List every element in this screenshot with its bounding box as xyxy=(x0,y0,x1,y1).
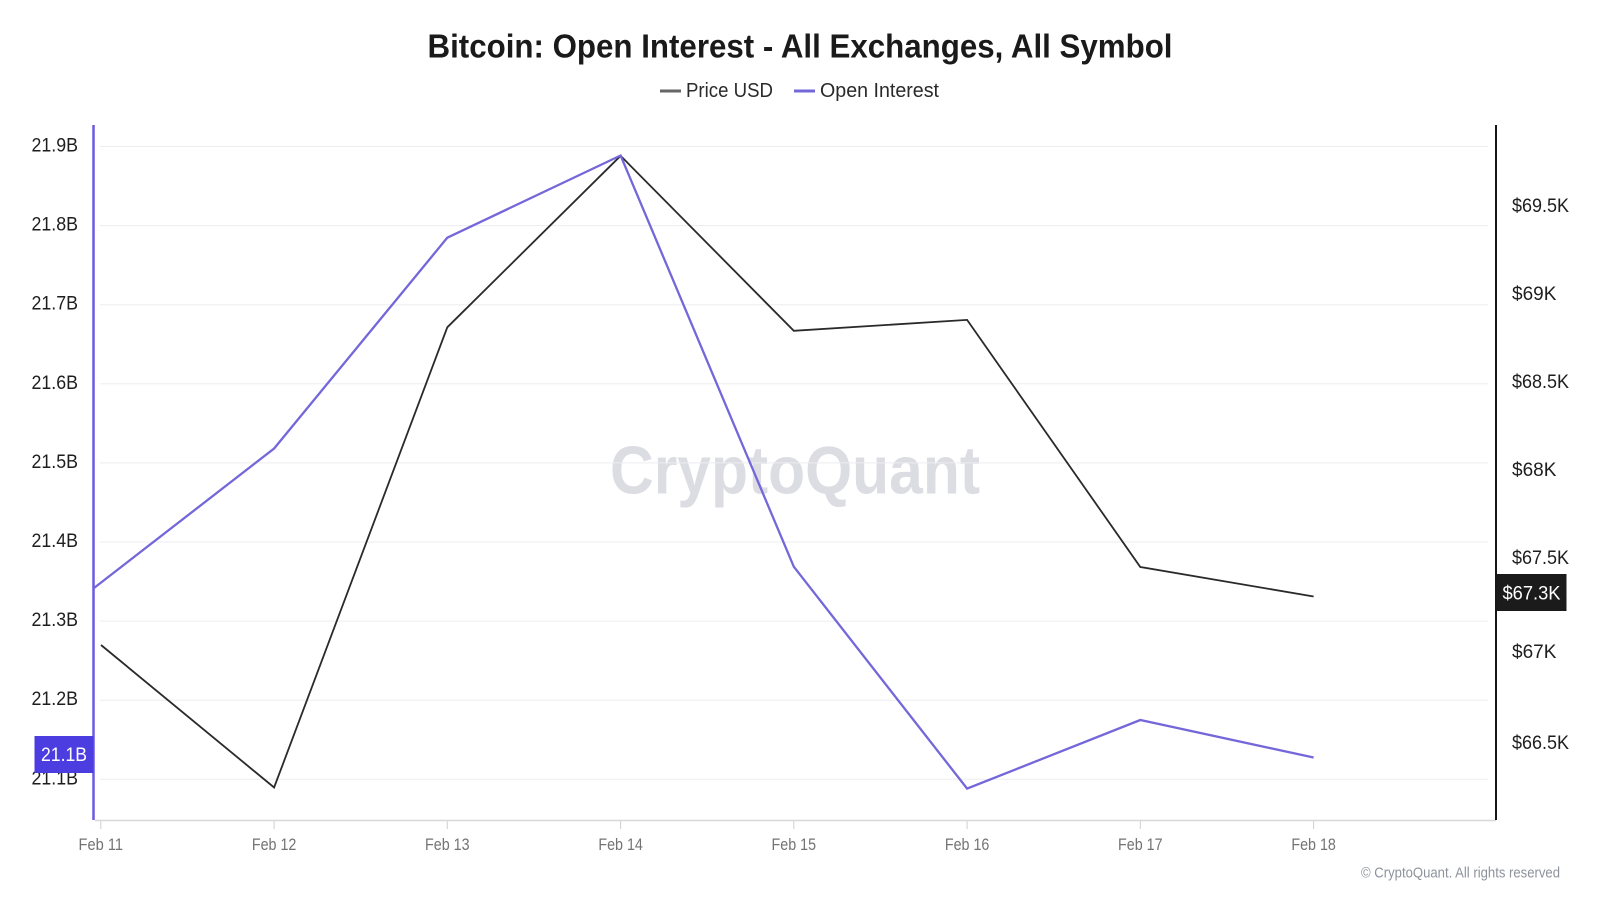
svg-text:$67K: $67K xyxy=(1512,642,1557,663)
svg-text:21.1B: 21.1B xyxy=(32,768,79,789)
svg-text:$68.5K: $68.5K xyxy=(1512,372,1569,393)
svg-text:21.9B: 21.9B xyxy=(32,136,79,157)
svg-text:Feb 11: Feb 11 xyxy=(79,836,124,854)
svg-text:CryptoQuant: CryptoQuant xyxy=(610,433,980,509)
svg-text:21.5B: 21.5B xyxy=(32,452,79,473)
svg-text:© CryptoQuant. All rights rese: © CryptoQuant. All rights reserved xyxy=(1361,866,1560,882)
svg-text:$67.5K: $67.5K xyxy=(1512,548,1569,569)
svg-text:Feb 14: Feb 14 xyxy=(598,836,643,854)
svg-text:Price USD: Price USD xyxy=(686,80,773,102)
svg-text:$67.3K: $67.3K xyxy=(1503,584,1561,605)
svg-text:Feb 18: Feb 18 xyxy=(1291,836,1336,854)
svg-text:21.1B: 21.1B xyxy=(41,745,87,766)
svg-text:Bitcoin: Open Interest - All E: Bitcoin: Open Interest - All Exchanges, … xyxy=(428,28,1173,65)
svg-text:21.4B: 21.4B xyxy=(32,531,79,552)
svg-text:21.7B: 21.7B xyxy=(32,294,79,315)
svg-text:Feb 12: Feb 12 xyxy=(252,836,297,854)
svg-text:Feb 16: Feb 16 xyxy=(945,836,990,854)
svg-text:21.6B: 21.6B xyxy=(32,373,79,394)
svg-text:21.3B: 21.3B xyxy=(32,610,79,631)
svg-text:21.8B: 21.8B xyxy=(32,215,79,236)
svg-text:$66.5K: $66.5K xyxy=(1512,733,1569,754)
svg-text:Feb 15: Feb 15 xyxy=(772,836,817,854)
svg-text:Open Interest: Open Interest xyxy=(820,80,939,102)
svg-text:$69K: $69K xyxy=(1512,284,1557,305)
svg-text:Feb 17: Feb 17 xyxy=(1118,836,1163,854)
svg-text:Feb 13: Feb 13 xyxy=(425,836,470,854)
svg-text:$69.5K: $69.5K xyxy=(1512,196,1569,217)
svg-text:$68K: $68K xyxy=(1512,460,1557,481)
svg-text:21.2B: 21.2B xyxy=(32,689,79,710)
